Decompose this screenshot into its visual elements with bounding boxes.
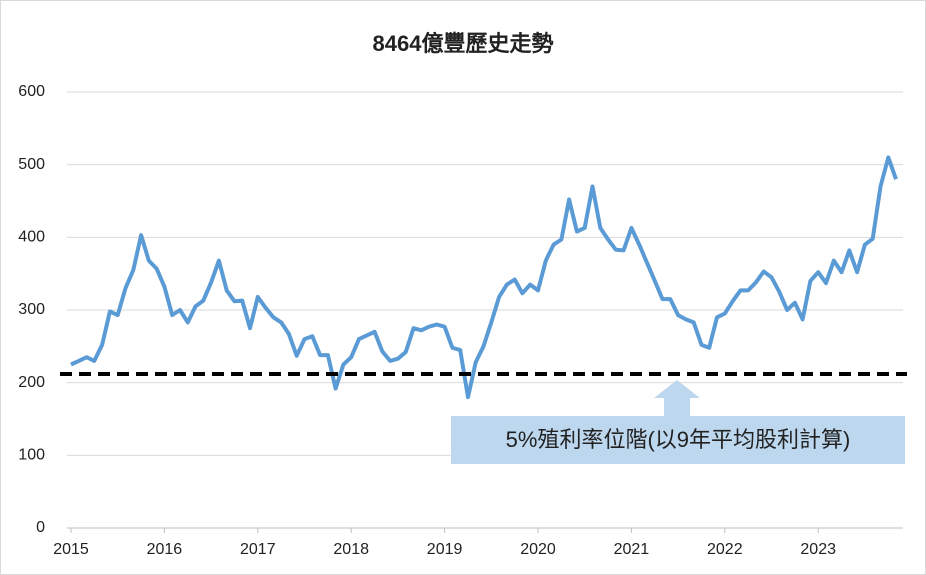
annotation-arrow [654,380,700,416]
y-tick-label: 100 [18,447,45,464]
y-tick-label: 300 [18,301,45,318]
x-tick-label: 2020 [520,541,556,558]
x-tick-label: 2019 [427,541,463,558]
y-tick-label: 500 [18,156,45,173]
y-tick-label: 600 [18,83,45,100]
chart-title: 8464億豐歷史走勢 [373,31,554,56]
x-tick-label: 2015 [53,541,89,558]
x-tick-label: 2018 [333,541,369,558]
price-line [70,155,898,400]
annotation-box [451,416,905,464]
x-tick-label: 2022 [707,541,743,558]
x-tick-label: 2016 [147,541,183,558]
x-tick-label: 2017 [240,541,276,558]
x-tick-label: 2021 [614,541,650,558]
annotation-text: 5%殖利率位階(以9年平均股利計算) [506,427,851,452]
y-tick-label: 200 [18,374,45,391]
y-tick-label: 400 [18,229,45,246]
x-tick-label: 2023 [800,541,836,558]
y-tick-label: 0 [36,519,45,536]
